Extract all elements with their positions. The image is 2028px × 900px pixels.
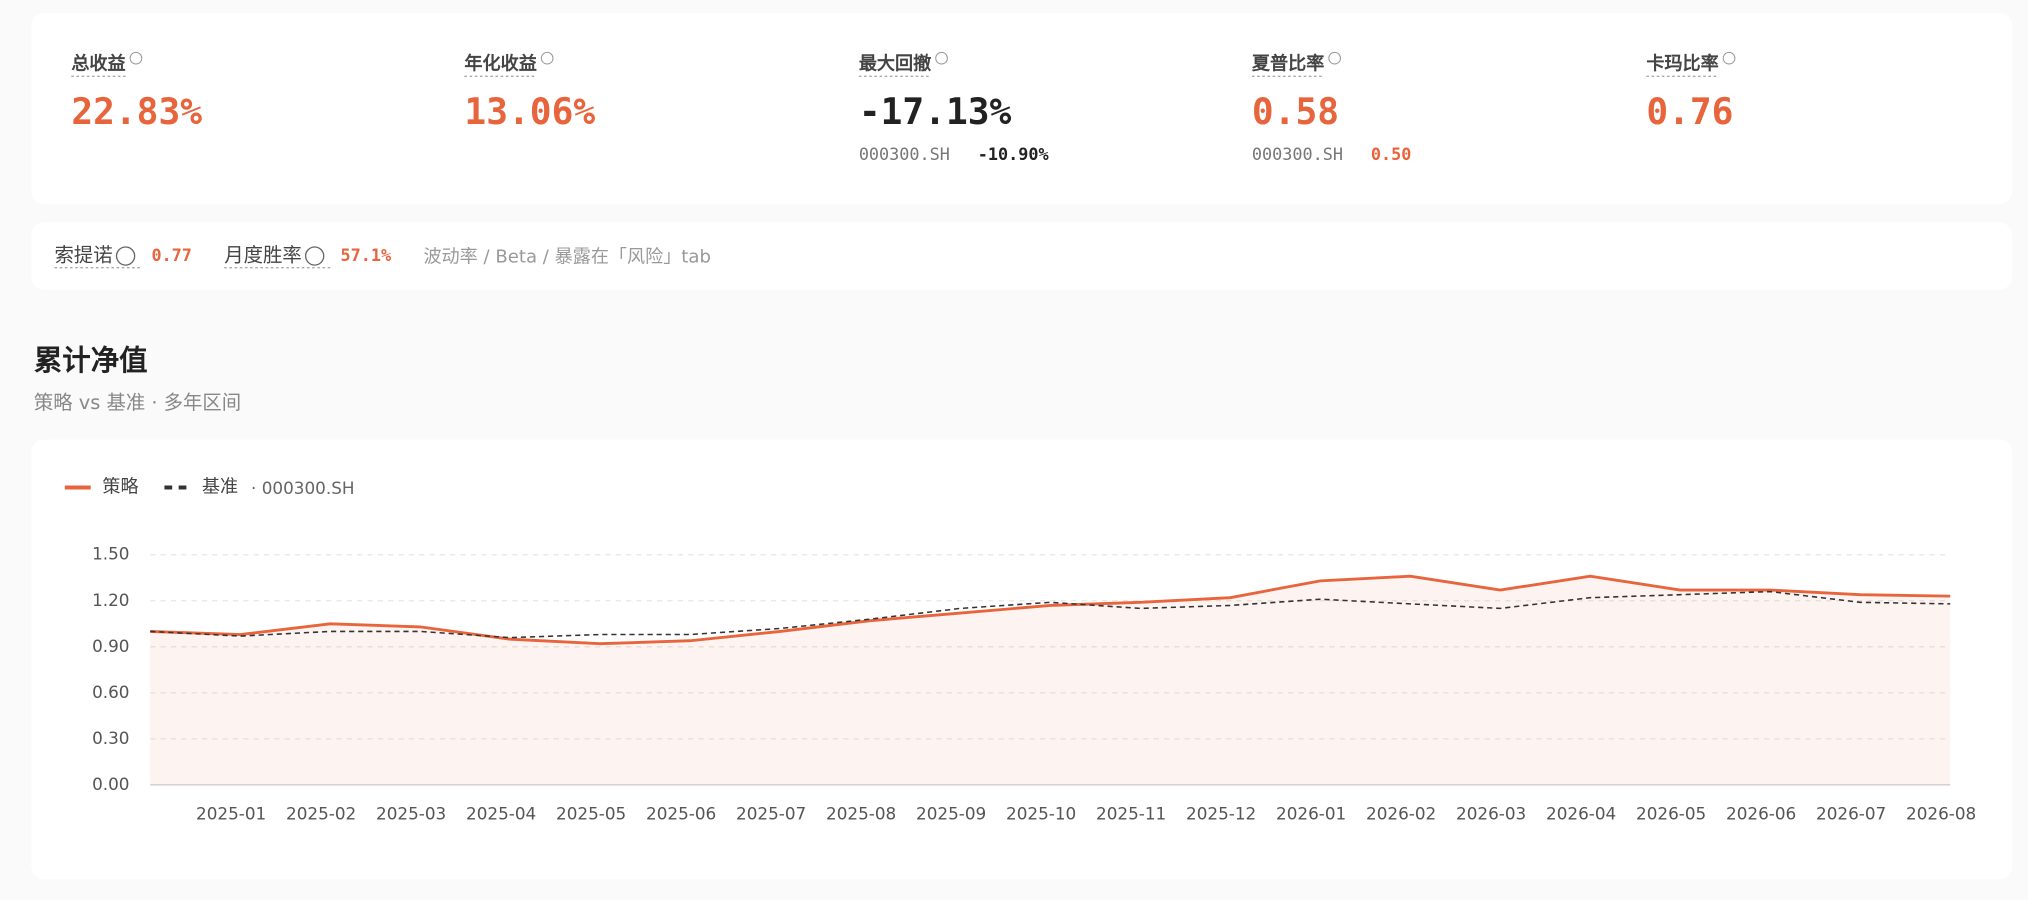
y-tick-label: 0.60 [92,682,129,702]
metric-label: 最大回撤 [859,53,931,75]
secondary-note: 波动率 / Beta / 暴露在「风险」tab [423,246,711,267]
benchmark-code: 000300.SH [1252,144,1343,164]
x-tick-label: 2025-10 [1006,804,1076,824]
y-tick-label: 0.30 [92,728,129,748]
x-tick-label: 2025-12 [1186,804,1256,824]
metric-value: -17.13% [859,90,1012,133]
y-tick-label: 0.00 [92,774,129,794]
metric-label: 年化收益 [464,53,536,75]
info-icon[interactable] [1722,51,1736,65]
benchmark-value: 0.50 [1371,144,1411,164]
x-tick-label: 2026-03 [1456,804,1526,824]
secondary-value: 0.77 [151,245,191,265]
chart-card [31,439,2013,880]
benchmark-code: 000300.SH [859,144,950,164]
metric-label: 总收益 [71,53,125,75]
x-tick-label: 2025-05 [556,804,626,824]
x-tick-label: 2026-05 [1636,804,1706,824]
info-icon[interactable] [540,51,554,65]
x-tick-label: 2025-11 [1096,804,1166,824]
y-tick-label: 1.50 [92,544,129,564]
secondary-card [31,222,2013,290]
y-tick-label: 1.20 [92,590,129,610]
help-icon[interactable] [304,246,325,266]
series-line [150,574,1951,646]
x-tick-label: 2026-04 [1546,804,1616,824]
x-tick-label: 2025-01 [196,804,266,824]
x-tick-label: 2026-06 [1726,804,1796,824]
legend-label: 基准 [202,476,238,497]
legend-label: 策略 [102,476,138,497]
x-tick-label: 2026-08 [1906,804,1976,824]
secondary-label: 索提诺 [55,244,113,267]
metric-label: 夏普比率 [1252,53,1324,75]
info-icon[interactable] [1328,51,1342,65]
info-icon[interactable] [129,51,143,65]
y-tick-label: 0.90 [92,636,129,656]
benchmark-value: -10.90% [978,144,1049,164]
help-icon[interactable] [115,246,136,266]
metric-value: 13.06% [464,90,595,133]
x-tick-label: 2025-08 [826,804,896,824]
section-subtitle: 策略 vs 基准 · 多年区间 [34,391,241,414]
x-tick-label: 2025-09 [916,804,986,824]
info-icon[interactable] [935,51,948,65]
x-tick-label: 2025-06 [646,804,716,824]
x-tick-label: 2025-02 [286,804,356,824]
section-title: 累计净值 [34,344,148,377]
x-tick-label: 2025-07 [736,804,806,824]
secondary-label: 月度胜率 [224,244,302,267]
metric-label: 卡玛比率 [1646,53,1718,75]
secondary-value: 57.1% [341,245,392,265]
legend-note: · 000300.SH [251,478,354,498]
metric-value: 0.58 [1252,90,1339,133]
strategy-area [150,576,1951,785]
series-line [150,590,1951,639]
metric-value: 22.83% [71,90,202,133]
x-tick-label: 2025-03 [376,804,446,824]
x-tick-label: 2026-07 [1816,804,1886,824]
x-tick-label: 2026-01 [1276,804,1346,824]
metric-value: 0.76 [1646,90,1733,133]
x-tick-label: 2025-04 [466,804,536,824]
x-tick-label: 2026-02 [1366,804,1436,824]
metrics-card [31,12,2013,205]
